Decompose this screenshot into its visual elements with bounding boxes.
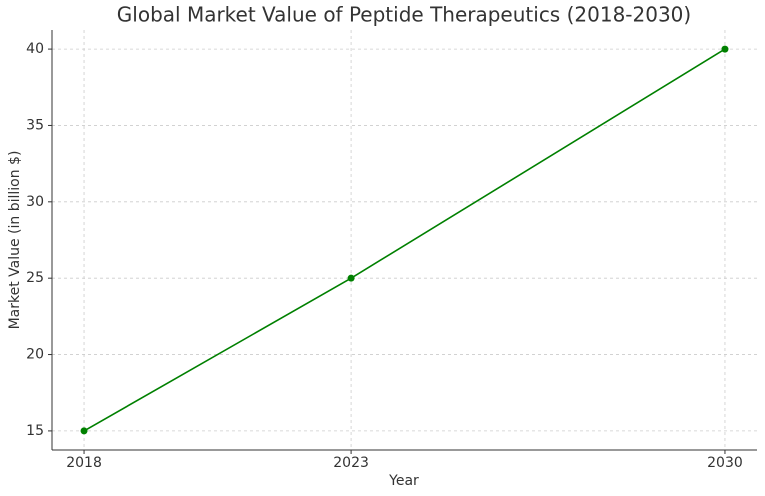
y-axis-label: Market Value (in billion $) <box>7 151 23 330</box>
chart-title: Global Market Value of Peptide Therapeut… <box>117 3 691 27</box>
data-point <box>721 45 729 53</box>
y-tick-label: 20 <box>26 347 44 363</box>
x-tick-label: 2023 <box>333 455 369 471</box>
data-point <box>80 427 88 435</box>
y-tick-label: 15 <box>26 423 44 439</box>
y-tick-label: 30 <box>26 194 44 210</box>
y-tick-label: 40 <box>26 41 44 57</box>
x-tick-label: 2030 <box>707 455 743 471</box>
data-point <box>347 274 355 282</box>
y-tick-label: 25 <box>26 270 44 286</box>
x-tick-label: 2018 <box>66 455 102 471</box>
data-line <box>83 48 726 432</box>
x-axis-label: Year <box>388 473 419 489</box>
y-tick-label: 35 <box>26 117 44 133</box>
